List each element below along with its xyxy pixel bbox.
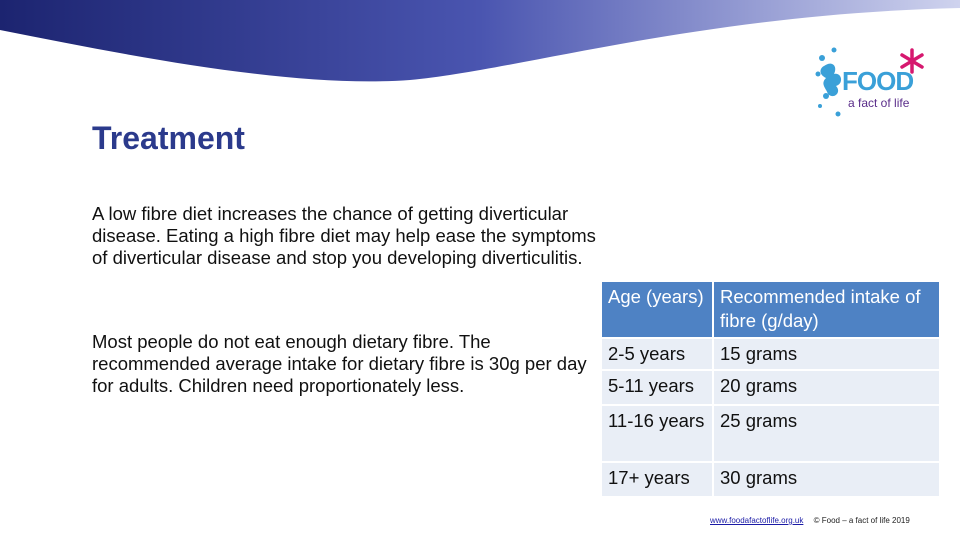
table-row: 2-5 years 15 grams (600, 337, 941, 371)
copyright-text: © Food – a fact of life 2019 (813, 516, 910, 525)
header-swoosh (0, 0, 960, 86)
table-row: 5-11 years 20 grams (600, 369, 941, 406)
table-cell-intake: 25 grams (712, 404, 941, 463)
table-cell-intake: 15 grams (712, 337, 941, 371)
asterisk-icon (900, 48, 924, 74)
logo-word: FOOD (842, 66, 914, 96)
fibre-intake-paragraph: Most people do not eat enough dietary fi… (92, 331, 587, 396)
table-cell-age: 11-16 years (600, 404, 714, 463)
footer: www.foodafactoflife.org.uk © Food – a fa… (710, 516, 910, 525)
table-header-intake: Recommended intake of fibre (g/day) (712, 280, 941, 339)
intro-paragraph: A low fibre diet increases the chance of… (92, 203, 596, 268)
table-cell-age: 5-11 years (600, 369, 714, 406)
slide-title: Treatment (92, 120, 245, 156)
table-cell-intake: 20 grams (712, 369, 941, 406)
table-cell-age: 2-5 years (600, 337, 714, 371)
table-header-age: Age (years) (600, 280, 714, 339)
table-cell-age: 17+ years (600, 461, 714, 498)
table-header-row: Age (years) Recommended intake of fibre … (600, 280, 941, 339)
logo-tagline: a fact of life (848, 96, 910, 110)
splash-icon (815, 47, 842, 117)
fibre-intake-table: Age (years) Recommended intake of fibre … (600, 280, 941, 498)
food-a-fact-of-life-logo: FOOD a fact of life (812, 44, 930, 124)
website-link[interactable]: www.foodafactoflife.org.uk (710, 516, 804, 525)
table-cell-intake: 30 grams (712, 461, 941, 498)
table-row: 17+ years 30 grams (600, 461, 941, 498)
table-row: 11-16 years 25 grams (600, 404, 941, 463)
